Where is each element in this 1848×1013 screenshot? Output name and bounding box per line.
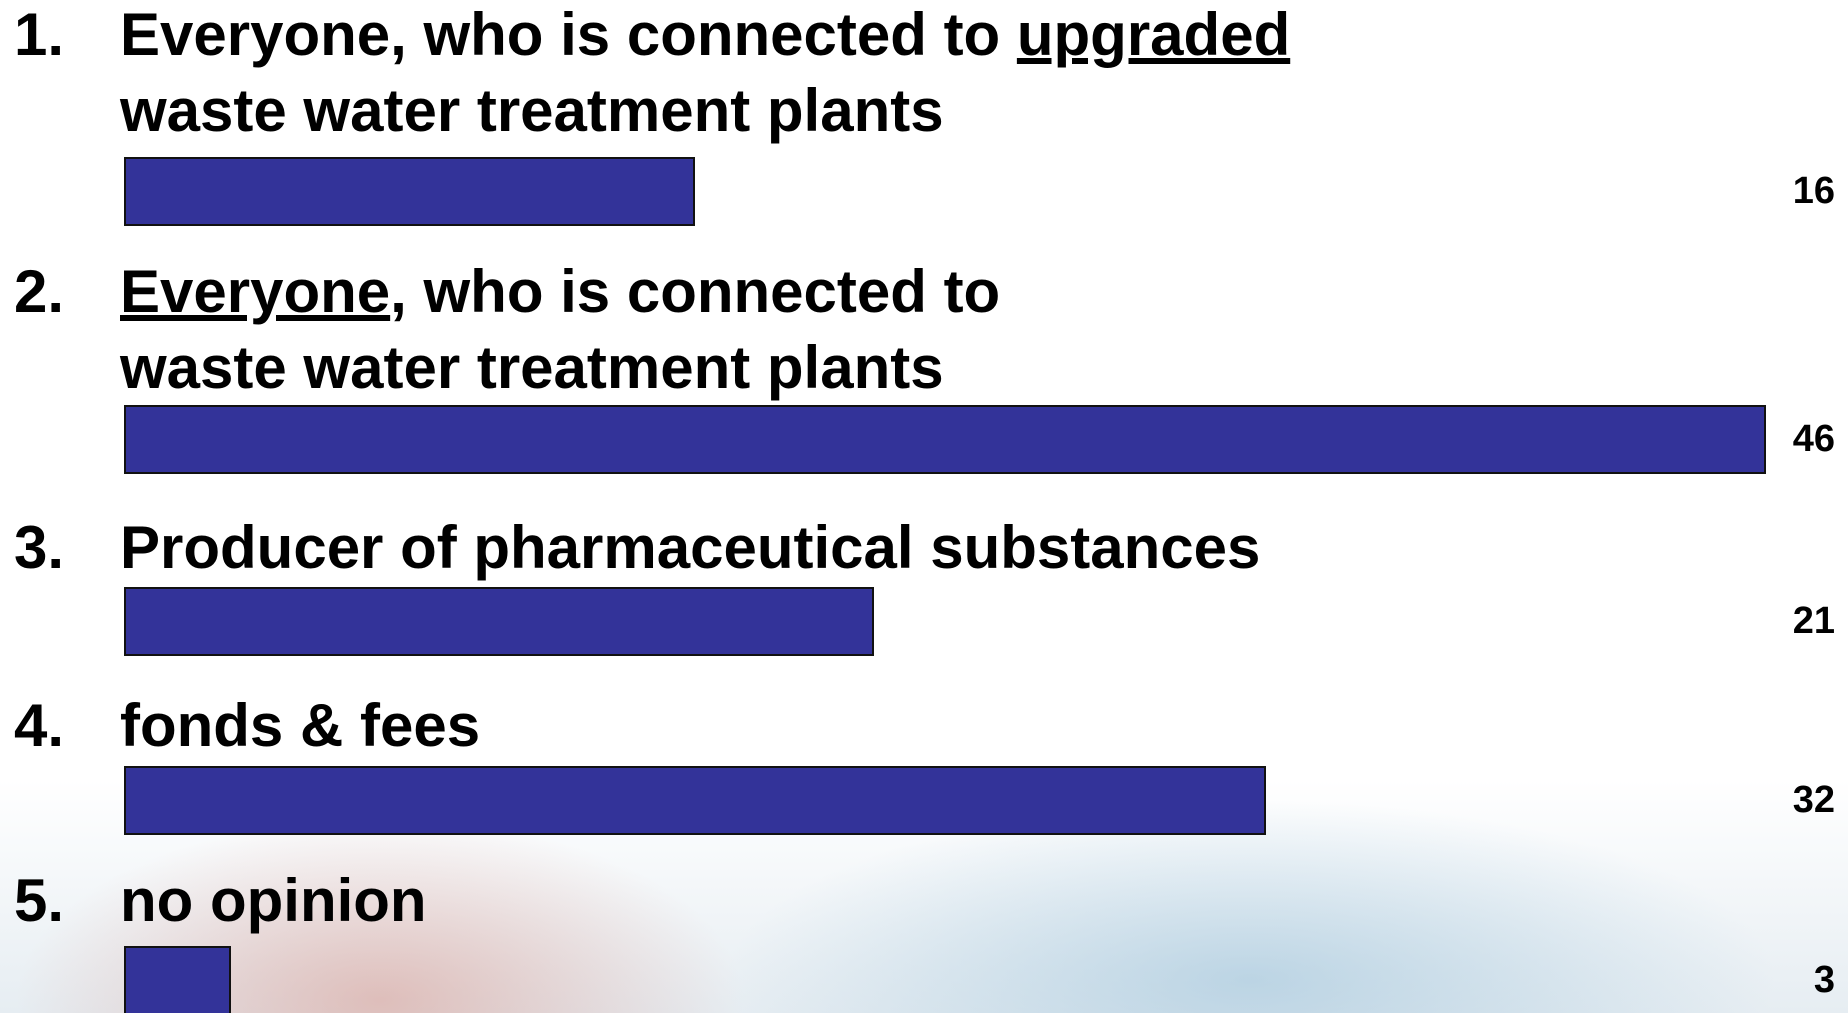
value-label: 32 bbox=[1793, 780, 1835, 820]
item-number: 4. bbox=[14, 688, 64, 764]
underlined-text: Everyone bbox=[120, 258, 390, 325]
slide: 1. Everyone, who is connected to upgraded… bbox=[0, 0, 1848, 1013]
item-number: 2. bbox=[14, 254, 64, 330]
underlined-text: upgraded bbox=[1017, 1, 1290, 68]
value-label: 16 bbox=[1793, 171, 1835, 211]
bar bbox=[124, 946, 231, 1013]
option-label: Producer of pharmaceutical substances bbox=[120, 510, 1260, 586]
value-label: 21 bbox=[1793, 601, 1835, 641]
bar bbox=[124, 405, 1766, 474]
option-label: no opinion bbox=[120, 863, 427, 939]
option-label: Everyone, who is connected to upgraded w… bbox=[120, 0, 1290, 149]
item-number: 5. bbox=[14, 863, 64, 939]
option-label: Everyone, who is connected to waste wate… bbox=[120, 254, 1000, 406]
value-label: 46 bbox=[1793, 419, 1835, 459]
value-label: 3 bbox=[1814, 960, 1835, 1000]
item-number: 3. bbox=[14, 510, 64, 586]
item-number: 1. bbox=[14, 0, 64, 73]
bar bbox=[124, 587, 874, 656]
option-label: fonds & fees bbox=[120, 688, 480, 764]
bar bbox=[124, 157, 695, 226]
bar bbox=[124, 766, 1266, 835]
